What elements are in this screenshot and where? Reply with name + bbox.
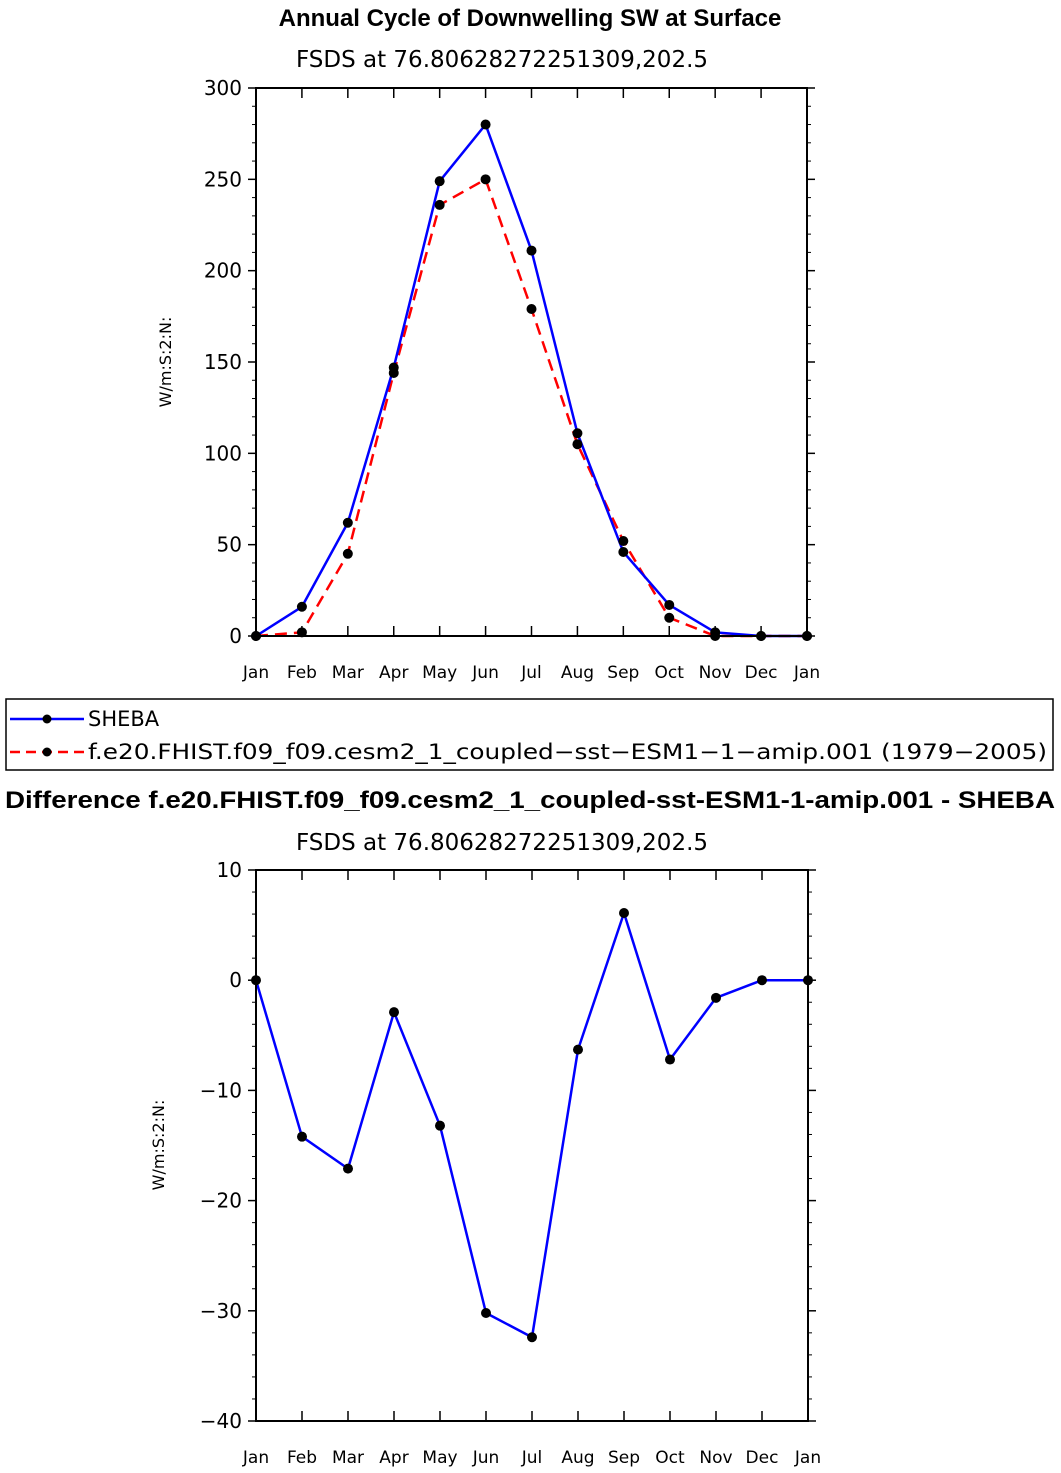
top-xtick-label: Dec [745, 663, 778, 683]
bottom-xtick-label: Aug [561, 1448, 594, 1468]
top-xtick-label: Apr [379, 663, 408, 683]
legend-marker-sheba [42, 714, 52, 724]
top-xtick-label: Jun [471, 663, 499, 683]
bottom-chart: Difference f.e20.FHIST.f09_f09.cesm2_1_c… [5, 787, 1055, 1468]
bottom-xtick-label: Jan [794, 1448, 821, 1468]
bottom-xtick-label: Mar [332, 1448, 364, 1468]
bottom-chart-subtitle: FSDS at 76.80628272251309,202.5 [296, 830, 708, 856]
bottom-xtick-label: Dec [746, 1448, 779, 1468]
top-xtick-label: Nov [699, 663, 732, 683]
legend-box [5, 698, 1054, 771]
bottom-series-line-0 [254, 911, 808, 1339]
legend-marker-model [42, 747, 52, 757]
top-series-1-point [618, 536, 629, 547]
top-series-0-point [618, 546, 629, 557]
top-ytick-label: 150 [204, 350, 242, 374]
bottom-series-0-point [389, 1007, 399, 1018]
top-xtick-label: Jan [793, 663, 820, 683]
top-chart-ylabel: W/m:S:2:N: [156, 317, 175, 408]
top-ytick-label: 200 [204, 259, 242, 283]
bottom-xtick-label: Jun [472, 1448, 500, 1468]
top-series-1-point [388, 367, 399, 378]
bottom-xtick-label: Feb [287, 1448, 317, 1468]
bottom-ytick-label: 0 [229, 968, 242, 992]
legend-label-sheba: SHEBA [88, 707, 160, 731]
top-xtick-label: Jan [242, 663, 269, 683]
bottom-xtick-label: Sep [608, 1448, 640, 1468]
bottom-xtick-label: Jul [521, 1448, 543, 1468]
bottom-ytick-label: −40 [200, 1409, 242, 1433]
top-ytick-label: 300 [204, 76, 242, 100]
top-series-0-point [296, 601, 307, 612]
top-ytick-label: 100 [204, 441, 242, 465]
top-series-0-point [342, 517, 353, 528]
bottom-xtick-label: May [422, 1448, 457, 1468]
bottom-chart-title: Difference f.e20.FHIST.f09_f09.cesm2_1_c… [5, 787, 1055, 814]
top-chart-subtitle: FSDS at 76.80628272251309,202.5 [296, 47, 708, 73]
top-series-1-point [664, 612, 675, 623]
bottom-xtick-label: Oct [655, 1448, 685, 1468]
bottom-series-0-point [343, 1163, 353, 1174]
legend: SHEBA f.e20.FHIST.f09_f09.cesm2_1_couple… [5, 698, 1054, 771]
top-ytick-label: 0 [229, 624, 242, 648]
top-chart-title: Annual Cycle of Downwelling SW at Surfac… [279, 5, 782, 32]
top-xtick-label: Oct [655, 663, 685, 683]
bottom-xtick-label: Apr [379, 1448, 408, 1468]
top-series-0-point [434, 176, 445, 187]
top-series-line-0 [255, 123, 807, 638]
bottom-chart-ylabel: W/m:S:2:N: [149, 1100, 168, 1191]
top-series-0-point [664, 599, 675, 610]
bottom-xtick-label: Jan [242, 1448, 269, 1468]
top-series-1-point [342, 548, 353, 559]
bottom-series-0-point [573, 1044, 583, 1055]
top-ytick-label: 250 [204, 167, 242, 191]
bottom-ytick-label: −10 [200, 1078, 242, 1102]
bottom-series-0-point [619, 907, 629, 918]
bottom-series-0-point [665, 1054, 675, 1065]
top-xtick-label: May [422, 663, 457, 683]
top-xtick-label: Sep [607, 663, 639, 683]
bottom-series-0-point [757, 975, 767, 986]
bottom-series-0-point [435, 1120, 445, 1131]
bottom-xtick-label: Nov [699, 1448, 732, 1468]
bottom-series-0-point [711, 992, 721, 1003]
bottom-ytick-label: 10 [217, 858, 242, 882]
bottom-plot-frame [255, 869, 809, 1422]
top-xtick-label: Feb [287, 663, 317, 683]
top-series-0-point [526, 245, 537, 256]
top-xtick-label: Mar [332, 663, 364, 683]
top-series-1-point [434, 199, 445, 210]
top-ytick-label: 50 [217, 533, 242, 557]
top-xtick-label: Aug [561, 663, 594, 683]
top-series-0-point [480, 119, 491, 130]
top-series-1-point [572, 439, 583, 450]
bottom-series-0-point [527, 1332, 537, 1343]
bottom-ytick-label: −20 [200, 1189, 242, 1213]
top-series-1-point [480, 174, 491, 185]
bottom-ytick-label: −30 [200, 1299, 242, 1323]
top-series-0-point [572, 428, 583, 439]
top-plot-frame [255, 87, 808, 637]
legend-label-model: f.e20.FHIST.f09_f09.cesm2_1_coupled−sst−… [88, 740, 1047, 765]
top-xtick-label: Jul [520, 663, 542, 683]
top-series-1-point [296, 627, 307, 638]
top-series-1-point [526, 304, 537, 315]
top-chart: Annual Cycle of Downwelling SW at Surfac… [156, 5, 820, 683]
bottom-series-0-point [297, 1131, 307, 1142]
bottom-series-0-point [481, 1308, 491, 1319]
